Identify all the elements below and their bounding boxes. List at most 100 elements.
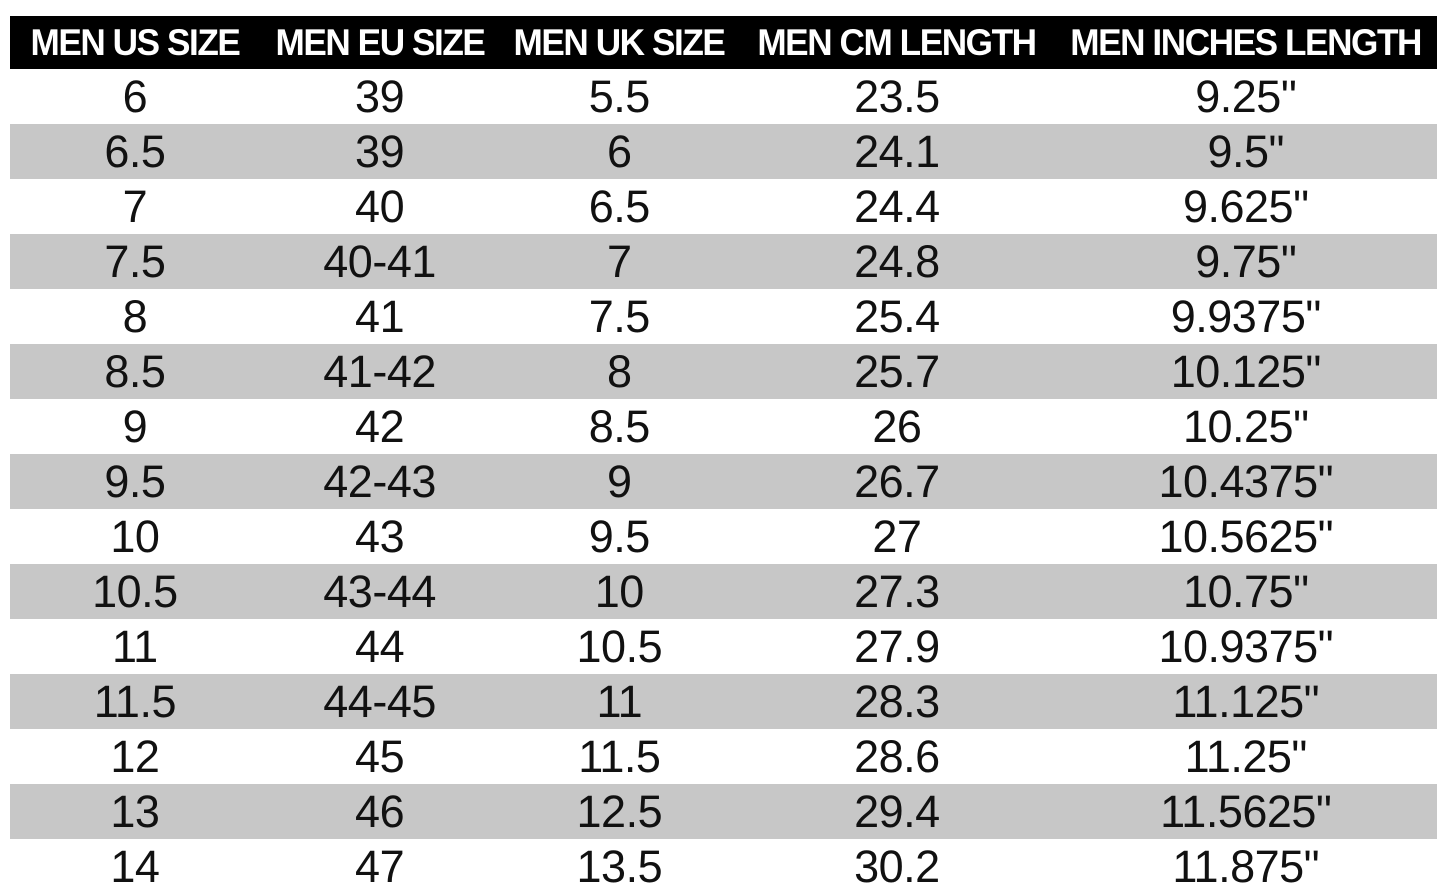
table-cell: 8 <box>122 291 148 342</box>
header-row: MEN US SIZE MEN EU SIZE MEN UK SIZE MEN … <box>10 16 1437 69</box>
table-cell: 39 <box>355 71 405 122</box>
table-row: 11 44 10.5 27.9 10.9375" <box>10 619 1437 674</box>
col-header-label: MEN US SIZE <box>30 21 240 63</box>
table-cell: 30.2 <box>854 841 940 892</box>
table-row: 11.5 44-45 11 28.3 11.125" <box>10 674 1437 729</box>
table-row: 14 47 13.5 30.2 11.875" <box>10 839 1437 894</box>
table-cell: 9.5 <box>104 456 166 507</box>
table-row: 13 46 12.5 29.4 11.5625" <box>10 784 1437 839</box>
table-cell: 29.4 <box>854 786 940 837</box>
table-cell: 25.7 <box>854 346 940 397</box>
table-cell: 6.5 <box>588 181 651 232</box>
table-cell: 41 <box>355 291 405 342</box>
table-cell: 11.5 <box>93 676 177 727</box>
col-header-men-uk-size: MEN UK SIZE <box>499 16 740 69</box>
table-cell: 10.9375" <box>1158 621 1334 672</box>
table-cell: 10.25" <box>1182 401 1309 452</box>
table-cell: 44-45 <box>323 676 436 727</box>
table-cell: 9.625" <box>1182 181 1309 232</box>
table-cell: 10.5 <box>576 621 663 672</box>
table-cell: 9.75" <box>1195 236 1297 287</box>
table-cell: 11.875" <box>1172 841 1320 892</box>
table-cell: 27 <box>872 511 922 562</box>
table-cell: 24.4 <box>854 181 940 232</box>
table-cell: 6.5 <box>104 126 166 177</box>
table-cell: 9 <box>607 456 632 507</box>
table-cell: 41-42 <box>323 346 436 397</box>
table-cell: 43 <box>355 511 405 562</box>
table-cell: 45 <box>355 731 405 782</box>
table-cell: 27.9 <box>854 621 940 672</box>
table-cell: 27.3 <box>854 566 940 617</box>
table-row: 6.5 39 6 24.1 9.5" <box>10 124 1437 179</box>
table-cell: 12.5 <box>576 786 663 837</box>
table-row: 10.5 43-44 10 27.3 10.75" <box>10 564 1437 619</box>
table-cell: 40 <box>355 181 405 232</box>
table-cell: 39 <box>355 126 405 177</box>
table-cell: 10.5 <box>92 566 178 617</box>
size-chart-container: MEN US SIZE MEN EU SIZE MEN UK SIZE MEN … <box>10 16 1437 894</box>
table-cell: 9.9375" <box>1170 291 1322 342</box>
table-cell: 10.75" <box>1182 566 1309 617</box>
col-header-label: MEN UK SIZE <box>513 21 726 63</box>
table-cell: 43-44 <box>323 566 436 617</box>
table-cell: 44 <box>355 621 405 672</box>
table-cell: 40-41 <box>323 236 436 287</box>
col-header-label: MEN INCHES LENGTH <box>1070 21 1422 63</box>
col-header-men-us-size: MEN US SIZE <box>10 16 260 69</box>
table-cell: 28.3 <box>854 676 940 727</box>
table-cell: 42-43 <box>323 456 436 507</box>
table-row: 8.5 41-42 8 25.7 10.125" <box>10 344 1437 399</box>
table-cell: 9.5" <box>1207 126 1285 177</box>
table-cell: 8.5 <box>588 401 651 452</box>
table-cell: 11.5625" <box>1160 786 1332 837</box>
table-cell: 11 <box>596 676 643 727</box>
table-cell: 8 <box>607 346 632 397</box>
table-cell: 46 <box>355 786 405 837</box>
table-cell: 10.4375" <box>1158 456 1334 507</box>
table-row: 7.5 40-41 7 24.8 9.75" <box>10 234 1437 289</box>
table-cell: 9.25" <box>1195 71 1297 122</box>
table-cell: 24.1 <box>854 126 940 177</box>
col-header-label: MEN EU SIZE <box>275 21 485 63</box>
col-header-men-inches-length: MEN INCHES LENGTH <box>1054 16 1437 69</box>
table-cell: 6 <box>607 126 632 177</box>
table-cell: 12 <box>110 731 160 782</box>
table-cell: 23.5 <box>854 71 940 122</box>
table-cell: 8.5 <box>104 346 166 397</box>
table-cell: 42 <box>355 401 405 452</box>
table-row: 10 43 9.5 27 10.5625" <box>10 509 1437 564</box>
col-header-men-cm-length: MEN CM LENGTH <box>739 16 1055 69</box>
table-cell: 26 <box>872 401 922 452</box>
col-header-men-eu-size: MEN EU SIZE <box>259 16 500 69</box>
table-cell: 28.6 <box>854 731 940 782</box>
table-cell: 7 <box>607 236 632 287</box>
table-cell: 6 <box>122 71 148 122</box>
table-cell: 25.4 <box>854 291 940 342</box>
table-cell: 11 <box>112 621 158 672</box>
table-row: 12 45 11.5 28.6 11.25" <box>10 729 1437 784</box>
table-row: 9 42 8.5 26 10.25" <box>10 399 1437 454</box>
table-cell: 13 <box>110 786 160 837</box>
table-row: 7 40 6.5 24.4 9.625" <box>10 179 1437 234</box>
table-cell: 11.25" <box>1184 731 1308 782</box>
table-cell: 24.8 <box>854 236 940 287</box>
table-cell: 10.125" <box>1170 346 1322 397</box>
table-cell: 14 <box>110 841 160 892</box>
table-cell: 10.5625" <box>1158 511 1334 562</box>
mens-shoe-size-table: MEN US SIZE MEN EU SIZE MEN UK SIZE MEN … <box>10 16 1437 894</box>
table-cell: 47 <box>355 841 405 892</box>
table-cell: 7.5 <box>104 236 166 287</box>
table-cell: 7.5 <box>588 291 651 342</box>
table-cell: 11.125" <box>1172 676 1320 727</box>
table-body: 6 39 5.5 23.5 9.25" 6.5 39 6 24.1 9.5" 7 40 6.5 24.4 9… <box>10 69 1437 894</box>
table-row: 9.5 42-43 9 26.7 10.4375" <box>10 454 1437 509</box>
table-row: 6 39 5.5 23.5 9.25" <box>10 69 1437 124</box>
table-cell: 26.7 <box>854 456 940 507</box>
col-header-label: MEN CM LENGTH <box>757 21 1038 63</box>
table-cell: 10 <box>110 511 160 562</box>
table-cell: 13.5 <box>576 841 663 892</box>
table-cell: 9.5 <box>588 511 651 562</box>
table-cell: 9 <box>122 401 148 452</box>
table-cell: 10 <box>594 566 645 617</box>
